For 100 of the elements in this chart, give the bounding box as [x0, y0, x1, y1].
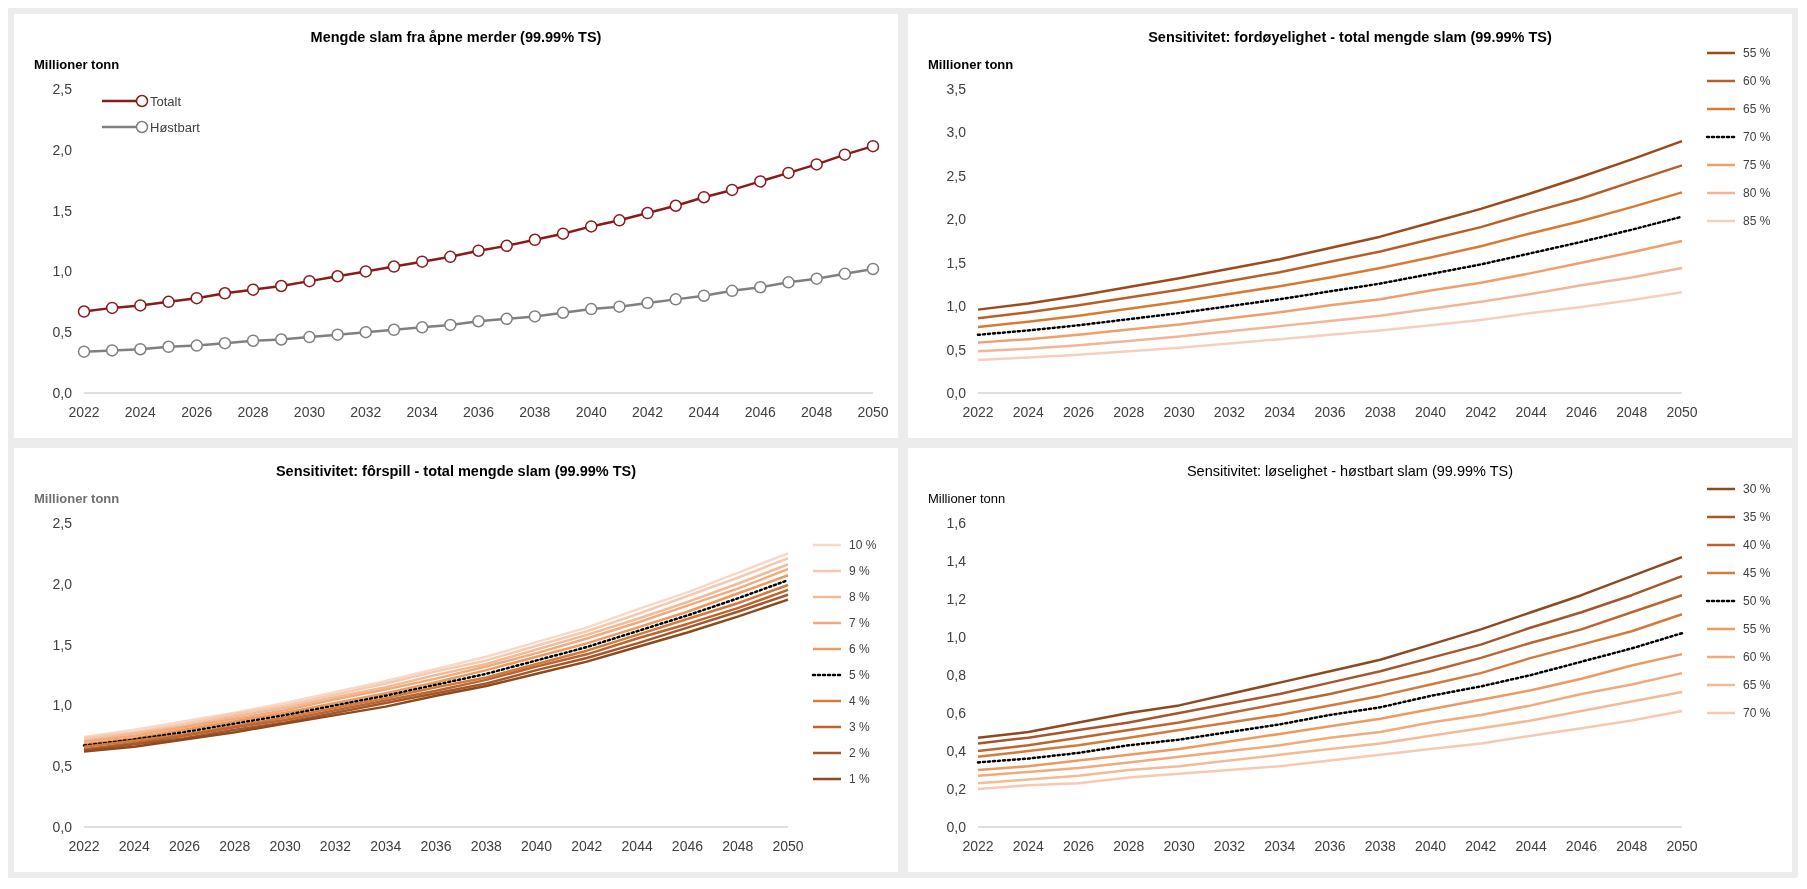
x-tick-label: 2026 [168, 838, 201, 854]
line-series [976, 215, 1684, 337]
x-tick-label: 2028 [1113, 838, 1145, 854]
point [275, 279, 288, 293]
y-tick-label: 1,0 [946, 629, 967, 645]
x-tick-label: 2038 [470, 838, 503, 854]
point [303, 330, 316, 344]
point [162, 340, 175, 354]
chart-title: Sensitivitet: fordøyelighet - total mengde slam (99.99% TS) [1148, 29, 1552, 45]
line-series [976, 191, 1684, 329]
y-tick-label: 2,5 [946, 167, 967, 184]
x-tick-label: 2044 [688, 404, 720, 420]
y-tick-label: 1,5 [52, 202, 73, 219]
x-tick-label: 2044 [621, 838, 653, 854]
y-tick-label: 0,5 [52, 324, 73, 341]
legend-label: 40 % [1743, 538, 1771, 552]
y-tick-label: 0,0 [52, 385, 73, 401]
x-tick-label: 2044 [1515, 838, 1547, 854]
point [782, 276, 795, 289]
y-tick-label: 1,0 [946, 298, 967, 315]
point [810, 272, 823, 285]
point [246, 283, 260, 296]
point [782, 166, 795, 180]
point [556, 306, 570, 319]
x-tick-label: 2032 [1213, 404, 1246, 420]
x-tick-label: 2032 [319, 838, 352, 854]
x-tick-label: 2030 [1163, 838, 1195, 854]
x-tick-label: 2032 [1213, 838, 1246, 854]
legend-label: 7 % [849, 616, 871, 630]
legend-label: 60 % [1743, 650, 1771, 664]
point [444, 250, 457, 264]
point [359, 325, 373, 339]
y-tick-label: 1,5 [52, 636, 73, 653]
y-tick-label: 2,5 [52, 81, 73, 97]
point [134, 342, 147, 356]
x-tick-label: 2048 [1616, 404, 1648, 420]
y-tick-label: 3,0 [946, 124, 967, 141]
line-series [976, 291, 1684, 362]
legend-label: 60 % [1743, 74, 1771, 88]
legend-label: 55 % [1743, 622, 1771, 636]
legend-label: 8 % [849, 590, 871, 604]
y-tick-label: 1,2 [946, 591, 967, 607]
x-tick-label: 2036 [420, 838, 452, 854]
point [697, 289, 711, 302]
legend-label: 10 % [849, 538, 877, 552]
y-axis-title: Millioner tonn [34, 491, 120, 506]
point [725, 183, 739, 197]
y-tick-label: 0,8 [946, 667, 967, 683]
point [331, 270, 344, 283]
y-tick-label: 0,5 [946, 341, 967, 358]
point [415, 321, 429, 334]
point [754, 175, 767, 188]
point [528, 233, 542, 247]
legend-label: 2 % [849, 746, 871, 760]
y-axis-title: Millioner tonn [928, 491, 1006, 506]
line-series [976, 266, 1684, 353]
x-tick-label: 2040 [520, 838, 553, 854]
x-tick-label: 2026 [1062, 838, 1095, 854]
point [105, 344, 119, 357]
x-tick-label: 2034 [1264, 838, 1296, 854]
x-tick-label: 2024 [1012, 838, 1045, 854]
point [500, 239, 513, 253]
point [472, 244, 485, 257]
point [584, 302, 598, 316]
y-axis-title: Millioner tonn [34, 57, 120, 72]
point [387, 323, 401, 337]
point [218, 287, 232, 300]
x-tick-label: 2022 [962, 838, 994, 854]
point [134, 299, 147, 312]
x-tick-label: 2050 [1666, 838, 1698, 854]
y-axis-title: Millioner tonn [928, 57, 1014, 72]
point [500, 312, 513, 326]
legend-label: 1 % [849, 772, 871, 786]
line-series [976, 631, 1684, 764]
x-tick-label: 2036 [462, 404, 495, 420]
x-tick-label: 2040 [575, 404, 607, 420]
point [613, 300, 626, 313]
point [359, 265, 373, 278]
point [331, 328, 344, 341]
legend-label: 55 % [1743, 46, 1771, 60]
x-tick-label: 2046 [671, 838, 704, 854]
legend-label: 3 % [849, 720, 871, 734]
legend-label: 30 % [1743, 482, 1771, 496]
point [641, 296, 654, 310]
point [528, 310, 542, 323]
legend-label: 4 % [849, 694, 871, 708]
point [444, 318, 457, 332]
line-series [976, 690, 1684, 785]
y-tick-label: 1,0 [52, 263, 73, 280]
point [725, 284, 739, 298]
point [556, 227, 570, 240]
legend-label: 50 % [1743, 594, 1771, 608]
point [669, 199, 682, 212]
chart-title: Sensitivitet: fôrspill - total mengde slam (99.99% TS) [275, 463, 637, 479]
x-tick-label: 2042 [1465, 404, 1497, 420]
x-tick-label: 2026 [1062, 404, 1095, 420]
x-tick-label: 2038 [519, 404, 551, 420]
point [190, 291, 203, 305]
point [838, 267, 852, 281]
x-tick-label: 2028 [237, 404, 269, 420]
